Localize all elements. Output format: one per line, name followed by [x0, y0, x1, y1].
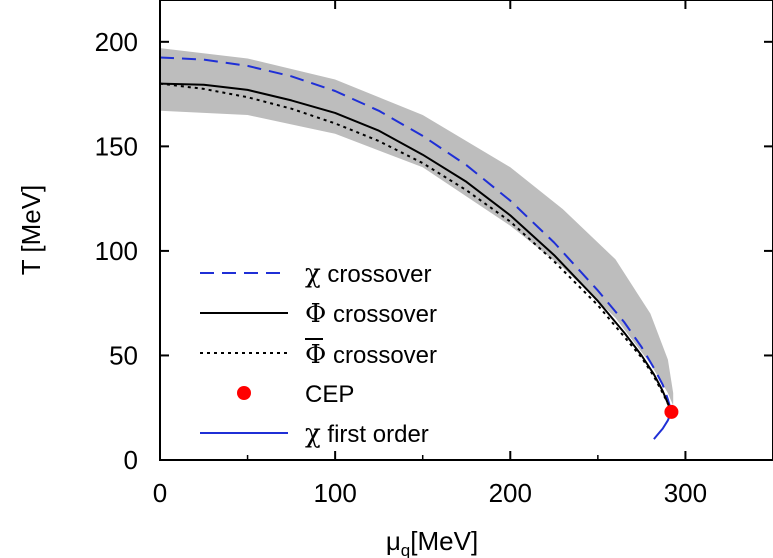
x-tick-label: 0	[153, 478, 167, 508]
cep-marker-layer	[664, 404, 679, 419]
x-axis-title-unit: [MeV]	[410, 526, 478, 556]
x-axis-title: μq[MeV]	[386, 526, 478, 558]
legend-label-phi-crossover: Φ crossover	[305, 299, 437, 329]
legend-label-phibar-crossover: Φ crossover	[305, 340, 437, 370]
legend-label-chi-crossover: χ crossover	[305, 259, 431, 289]
plot-frame	[159, 0, 773, 461]
y-tick-label: 50	[109, 340, 138, 370]
legend-marker-cep	[237, 386, 251, 400]
x-axis-title-sub: q	[401, 541, 410, 558]
series-chi-crossover	[159, 56, 673, 413]
y-axis-title: T [MeV]	[16, 185, 46, 276]
legend-label-cep: CEP	[305, 381, 354, 408]
band-area	[160, 48, 674, 406]
legend-label-chi-first-order: χ first order	[305, 419, 429, 449]
x-tick-label: 100	[313, 478, 356, 508]
axis-ticks: 0 100 200 300 0 50 100 150 200	[95, 0, 773, 508]
y-tick-label: 200	[95, 27, 138, 57]
y-tick-label: 100	[95, 236, 138, 266]
y-tick-label: 0	[124, 445, 138, 475]
x-tick-label: 200	[489, 478, 532, 508]
x-tick-label: 300	[664, 478, 707, 508]
x-axis-title-mu: μ	[386, 526, 401, 556]
y-tick-label: 150	[95, 131, 138, 161]
cep-marker	[664, 404, 679, 419]
legend: χ crossover Φ crossover Φ crossover CEP …	[200, 259, 437, 449]
uncertainty-band	[160, 48, 674, 406]
